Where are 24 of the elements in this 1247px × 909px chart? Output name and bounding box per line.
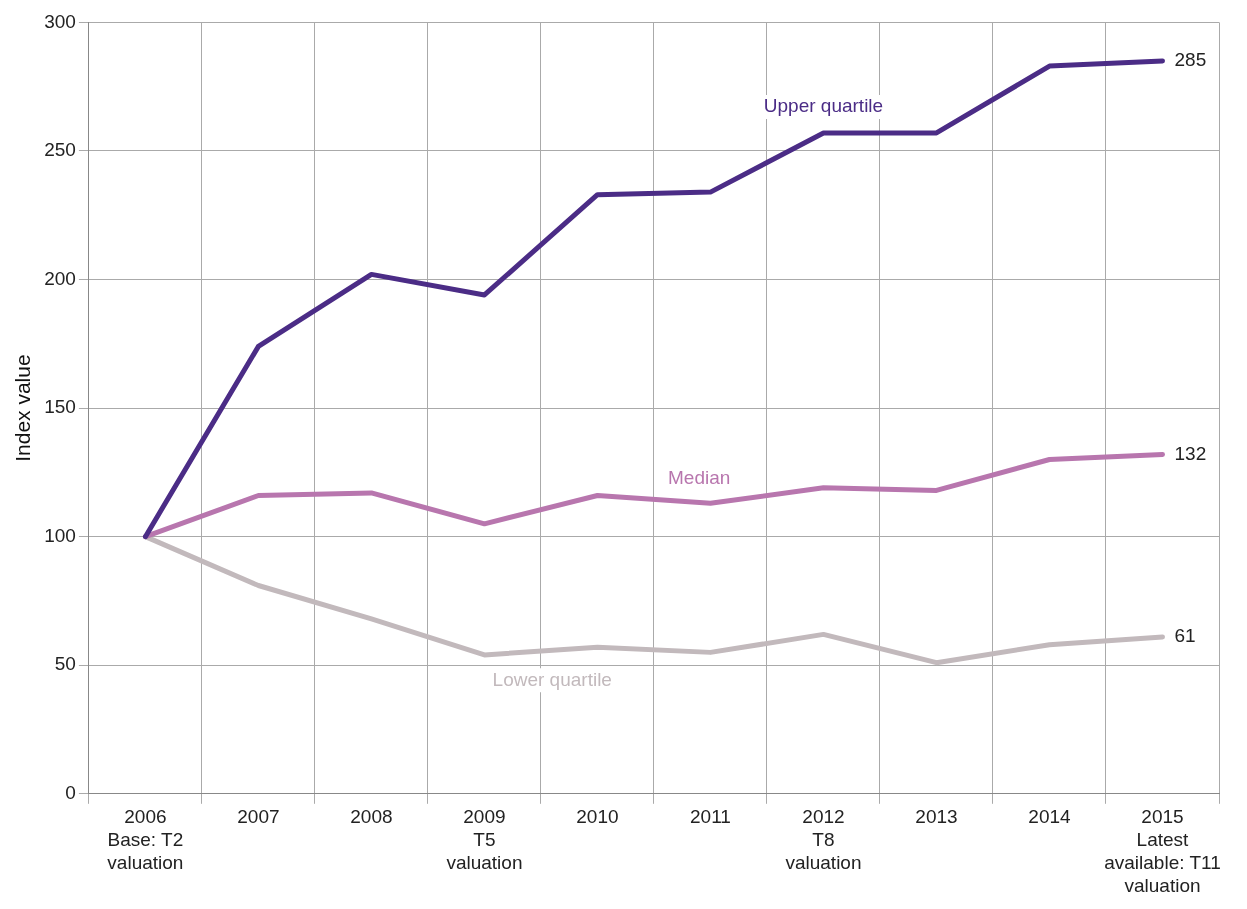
x-tick-label: 2014 bbox=[1028, 806, 1072, 828]
x-tick-label: 2009 T5 valuation bbox=[446, 806, 523, 874]
y-axis-title: Index value bbox=[11, 354, 35, 462]
y-tick-label: 200 bbox=[44, 267, 76, 289]
x-tick-label: 2012 T8 valuation bbox=[785, 806, 862, 874]
y-tick-label: 300 bbox=[44, 10, 76, 32]
data-label: 61 bbox=[1174, 625, 1196, 647]
x-tick-label: 2007 bbox=[237, 806, 280, 828]
x-tick-label: 2008 bbox=[350, 806, 393, 828]
x-tick-label: 2011 bbox=[690, 806, 731, 828]
x-tick-label: 2013 bbox=[915, 806, 958, 828]
y-tick-label: 50 bbox=[54, 653, 76, 675]
series-label: Upper quartile bbox=[763, 95, 884, 117]
y-tick-label: 100 bbox=[44, 524, 76, 546]
x-tick-label: 2015 Latest available: T11 valuation bbox=[1104, 806, 1221, 896]
series-label: Lower quartile bbox=[492, 668, 612, 690]
data-label: 132 bbox=[1174, 442, 1207, 464]
data-label: 285 bbox=[1174, 49, 1207, 71]
x-tick-label: 2010 bbox=[576, 806, 619, 828]
y-tick-label: 0 bbox=[65, 782, 76, 804]
x-tick-label: 2006 Base: T2 valuation bbox=[107, 806, 184, 874]
y-tick-label: 150 bbox=[44, 396, 76, 418]
series-label: Median bbox=[667, 466, 731, 488]
y-tick-label: 250 bbox=[44, 139, 76, 161]
